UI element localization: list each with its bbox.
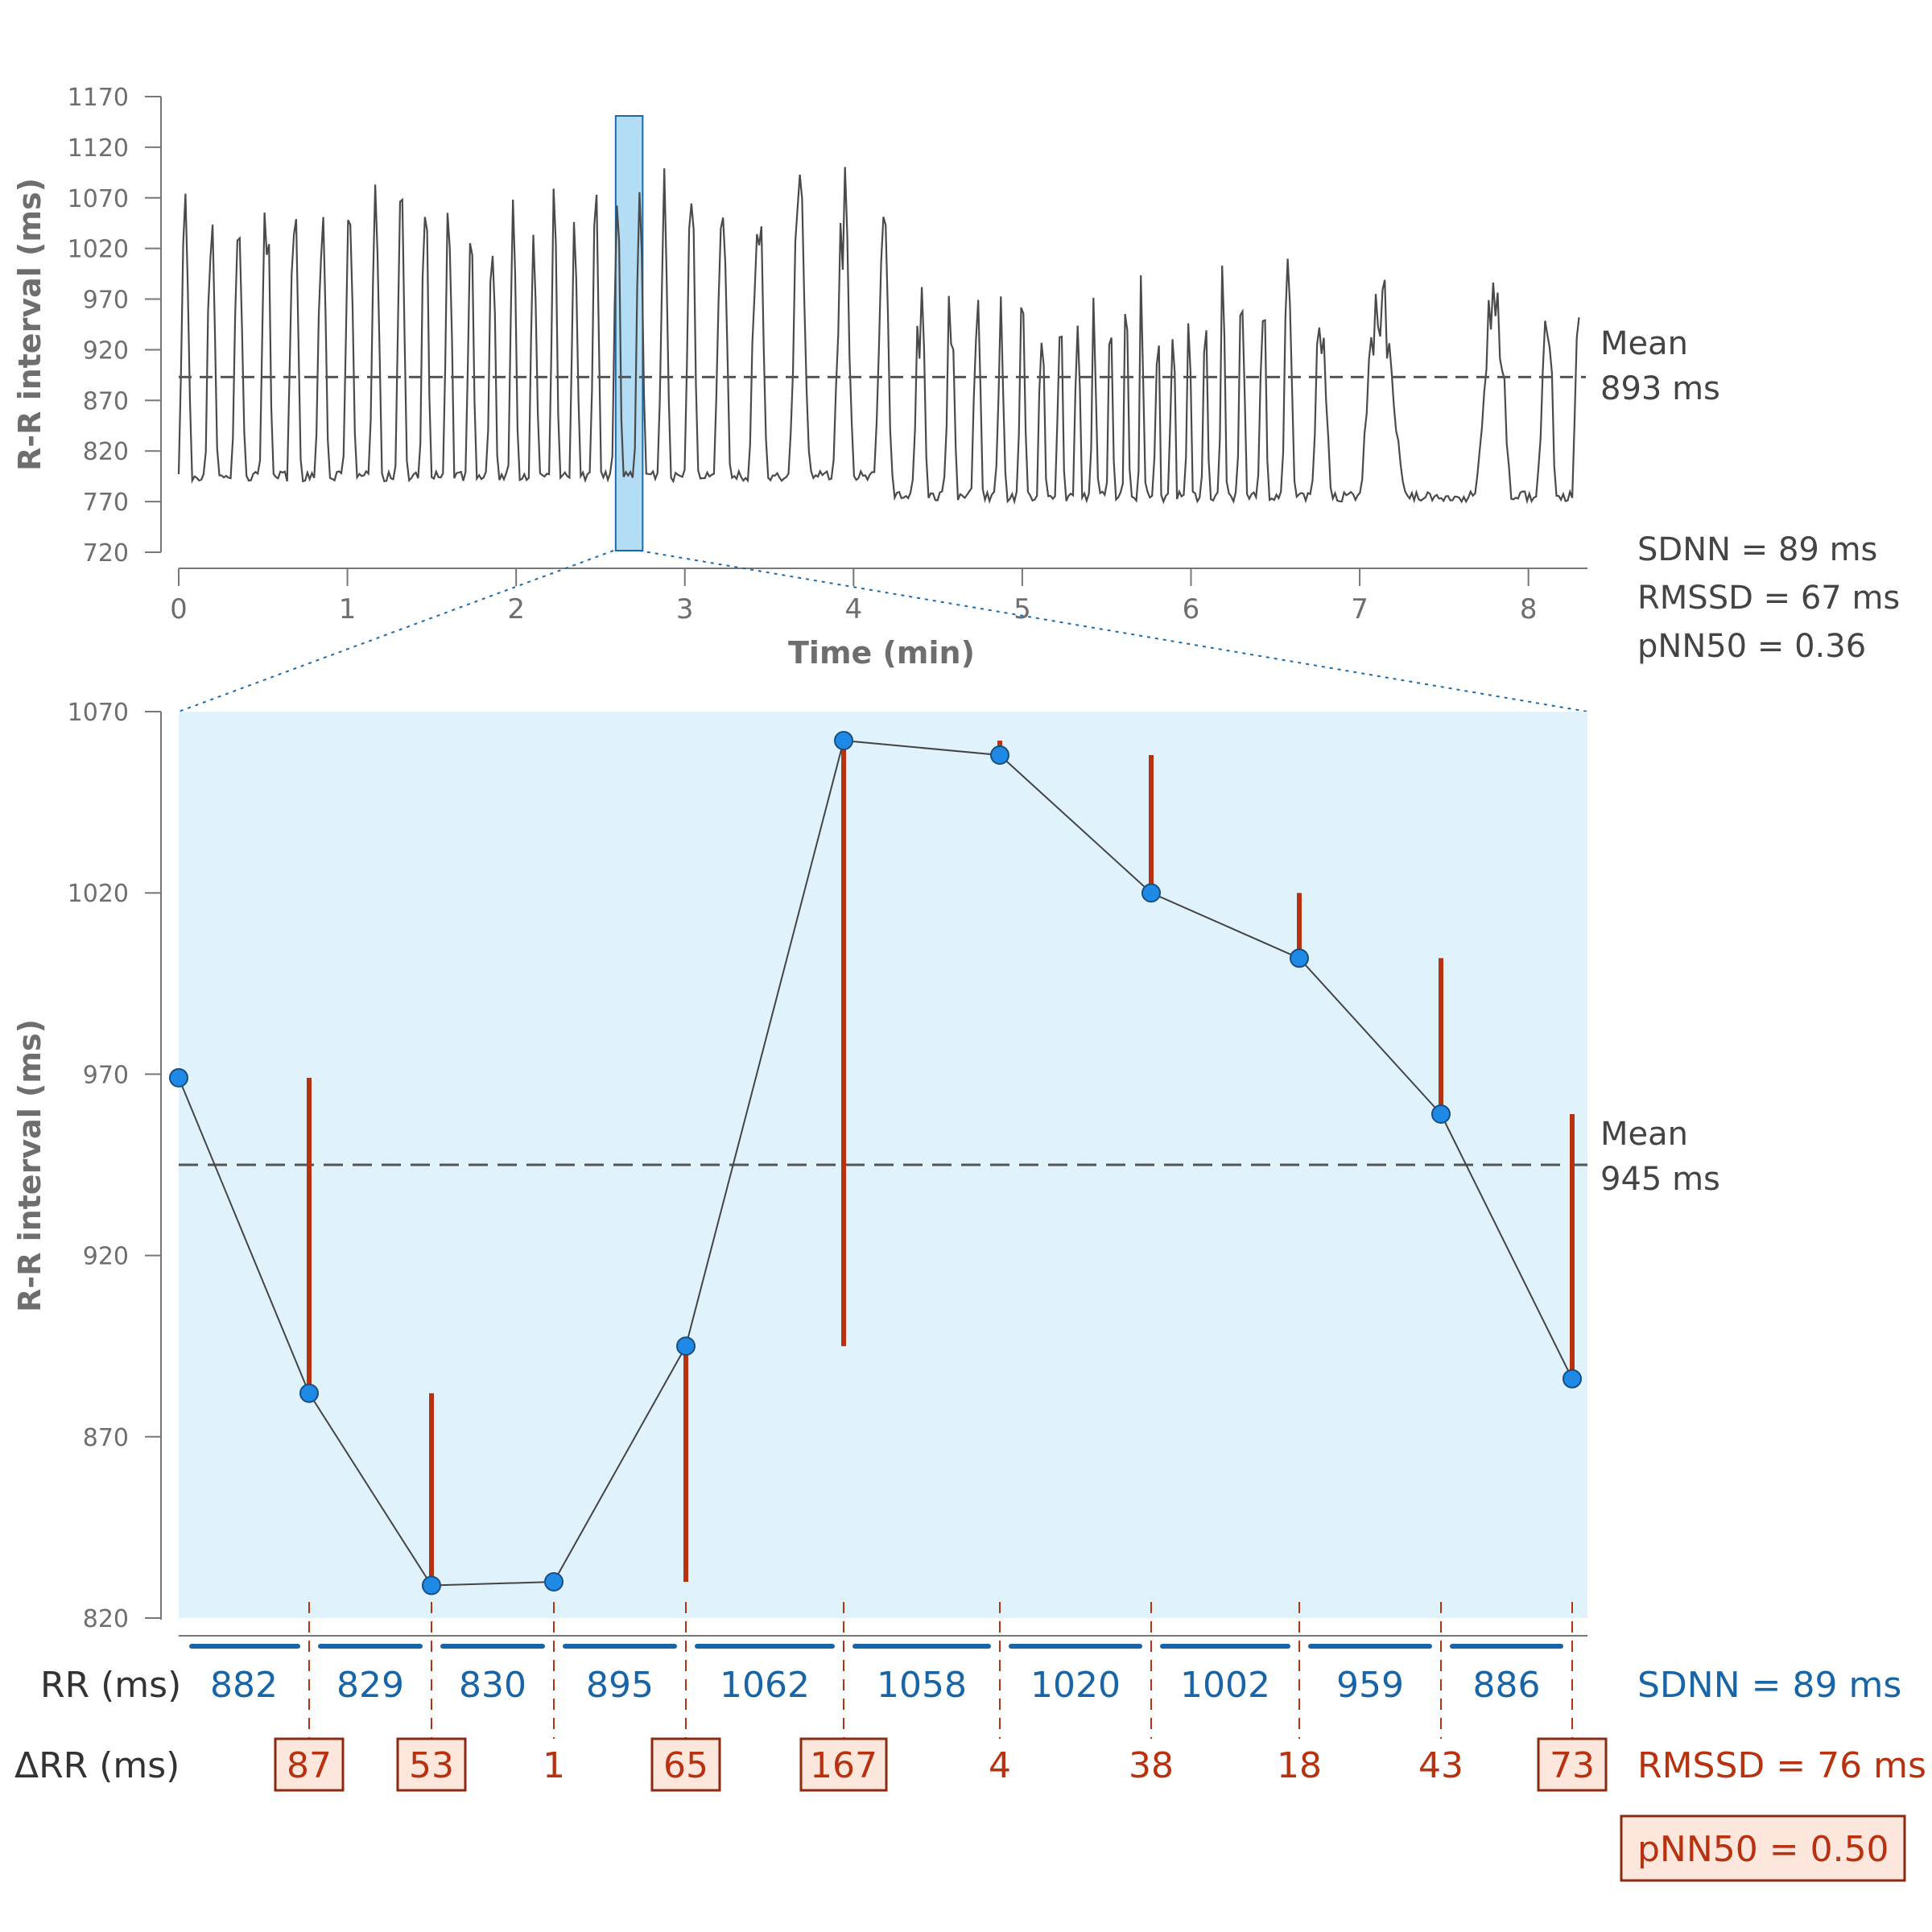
rr-value: 882	[210, 1665, 278, 1706]
top-y-tick-label: 820	[83, 438, 129, 466]
nn50-highlight-box	[396, 1737, 467, 1792]
bottom-mean-label: Mean	[1600, 1116, 1688, 1153]
delta-rr-value: 167	[810, 1745, 877, 1786]
top-x-axis-label: Time (min)	[788, 635, 975, 671]
delta-rr-value: 43	[1418, 1745, 1463, 1786]
rr-point	[834, 731, 853, 751]
rr-value: 959	[1336, 1665, 1404, 1706]
rr-value: 830	[459, 1665, 526, 1706]
top-y-axis-label: R-R interval (ms)	[12, 178, 47, 471]
top-x-tick-label: 0	[170, 593, 188, 625]
bottom-y-axis-label: R-R interval (ms)	[12, 1019, 47, 1312]
rr-value: 895	[586, 1665, 654, 1706]
rr-point	[676, 1336, 696, 1356]
top-y-tick-label: 970	[83, 287, 129, 315]
delta-rr-value: 38	[1129, 1745, 1174, 1786]
rr-point	[1431, 1104, 1451, 1124]
top-x-tick-label: 8	[1520, 593, 1538, 625]
top-panel: 720 770 820 870 920 970 1020 1070 1120 1170 0 1 2 3 4…	[12, 84, 1900, 671]
rr-trace	[177, 167, 1580, 505]
top-y-tick-label: 920	[83, 336, 129, 365]
pnn50-box	[1620, 1814, 1906, 1882]
bottom-rmssd: RMSSD = 76 ms	[1637, 1745, 1926, 1786]
top-mean-label: Mean	[1600, 325, 1688, 362]
zoom-connector-right	[638, 550, 1588, 712]
top-x-tick-label: 1	[339, 593, 357, 625]
top-mean-value: 893 ms	[1600, 370, 1720, 407]
drr-row-label: ΔRR (ms)	[14, 1745, 180, 1786]
nn50-highlight-box	[799, 1737, 888, 1792]
top-x-tick-label: 4	[845, 593, 863, 625]
rr-value: 1058	[877, 1665, 967, 1706]
top-x-tick-label: 7	[1351, 593, 1368, 625]
bottom-y-tick-label: 1070	[68, 699, 129, 727]
top-y-tick-label: 720	[83, 539, 129, 568]
rr-point	[422, 1575, 441, 1596]
delta-rr-value: 73	[1550, 1745, 1595, 1786]
bottom-sdnn: SDNN = 89 ms	[1637, 1665, 1901, 1706]
nn50-highlight-box	[650, 1737, 721, 1792]
rr-point	[1563, 1368, 1582, 1389]
rr-value: 886	[1473, 1665, 1541, 1706]
rr-value: 829	[336, 1665, 404, 1706]
delta-rr-value: 53	[409, 1745, 454, 1786]
nn50-highlight-box	[274, 1737, 345, 1792]
top-y-tick-label: 1120	[68, 134, 129, 163]
bottom-mean-value: 945 ms	[1600, 1161, 1720, 1198]
top-y-tick-label: 870	[83, 387, 129, 415]
top-rmssd: RMSSD = 67 ms	[1637, 580, 1900, 617]
nn50-highlight-box	[1537, 1737, 1608, 1792]
bottom-y-tick-label: 970	[83, 1061, 129, 1089]
bottom-pnn50: pNN50 = 0.50	[1637, 1829, 1889, 1870]
top-pnn50: pNN50 = 0.36	[1637, 628, 1866, 665]
delta-rr-value: 65	[663, 1745, 708, 1786]
bottom-panel: 820 870 920 970 1020 1070 R-R interval (ms) M…	[12, 699, 1926, 1882]
bottom-y-tick-label: 1020	[68, 880, 129, 908]
top-y-tick-label: 1020	[68, 236, 129, 264]
delta-rr-value: 87	[287, 1745, 332, 1786]
rr-point	[1290, 948, 1309, 968]
top-x-tick-label: 3	[676, 593, 694, 625]
rr-point	[169, 1067, 188, 1088]
zoom-connector-left	[178, 550, 614, 712]
top-y-tick-label: 1070	[68, 185, 129, 213]
delta-rr-value: 18	[1277, 1745, 1322, 1786]
rr-row-label: RR (ms)	[40, 1665, 181, 1706]
rr-point	[990, 745, 1009, 766]
top-x-tick-label: 6	[1183, 593, 1200, 625]
delta-rr-value: 4	[989, 1745, 1011, 1786]
top-y-tick-label: 1170	[68, 84, 129, 112]
bottom-y-tick-label: 820	[83, 1605, 129, 1633]
top-sdnn: SDNN = 89 ms	[1637, 531, 1877, 568]
rr-point	[544, 1571, 564, 1591]
rr-value: 1002	[1180, 1665, 1270, 1706]
bottom-y-tick-label: 870	[83, 1424, 129, 1452]
top-x-tick-label: 5	[1013, 593, 1031, 625]
bottom-y-tick-label: 920	[83, 1243, 129, 1271]
rr-point	[1141, 883, 1161, 903]
rr-value: 1062	[720, 1665, 810, 1706]
delta-rr-value: 1	[543, 1745, 565, 1786]
rr-value: 1020	[1030, 1665, 1121, 1706]
top-y-tick-label: 770	[83, 489, 129, 517]
rr-point	[299, 1383, 319, 1403]
top-x-tick-label: 2	[507, 593, 525, 625]
